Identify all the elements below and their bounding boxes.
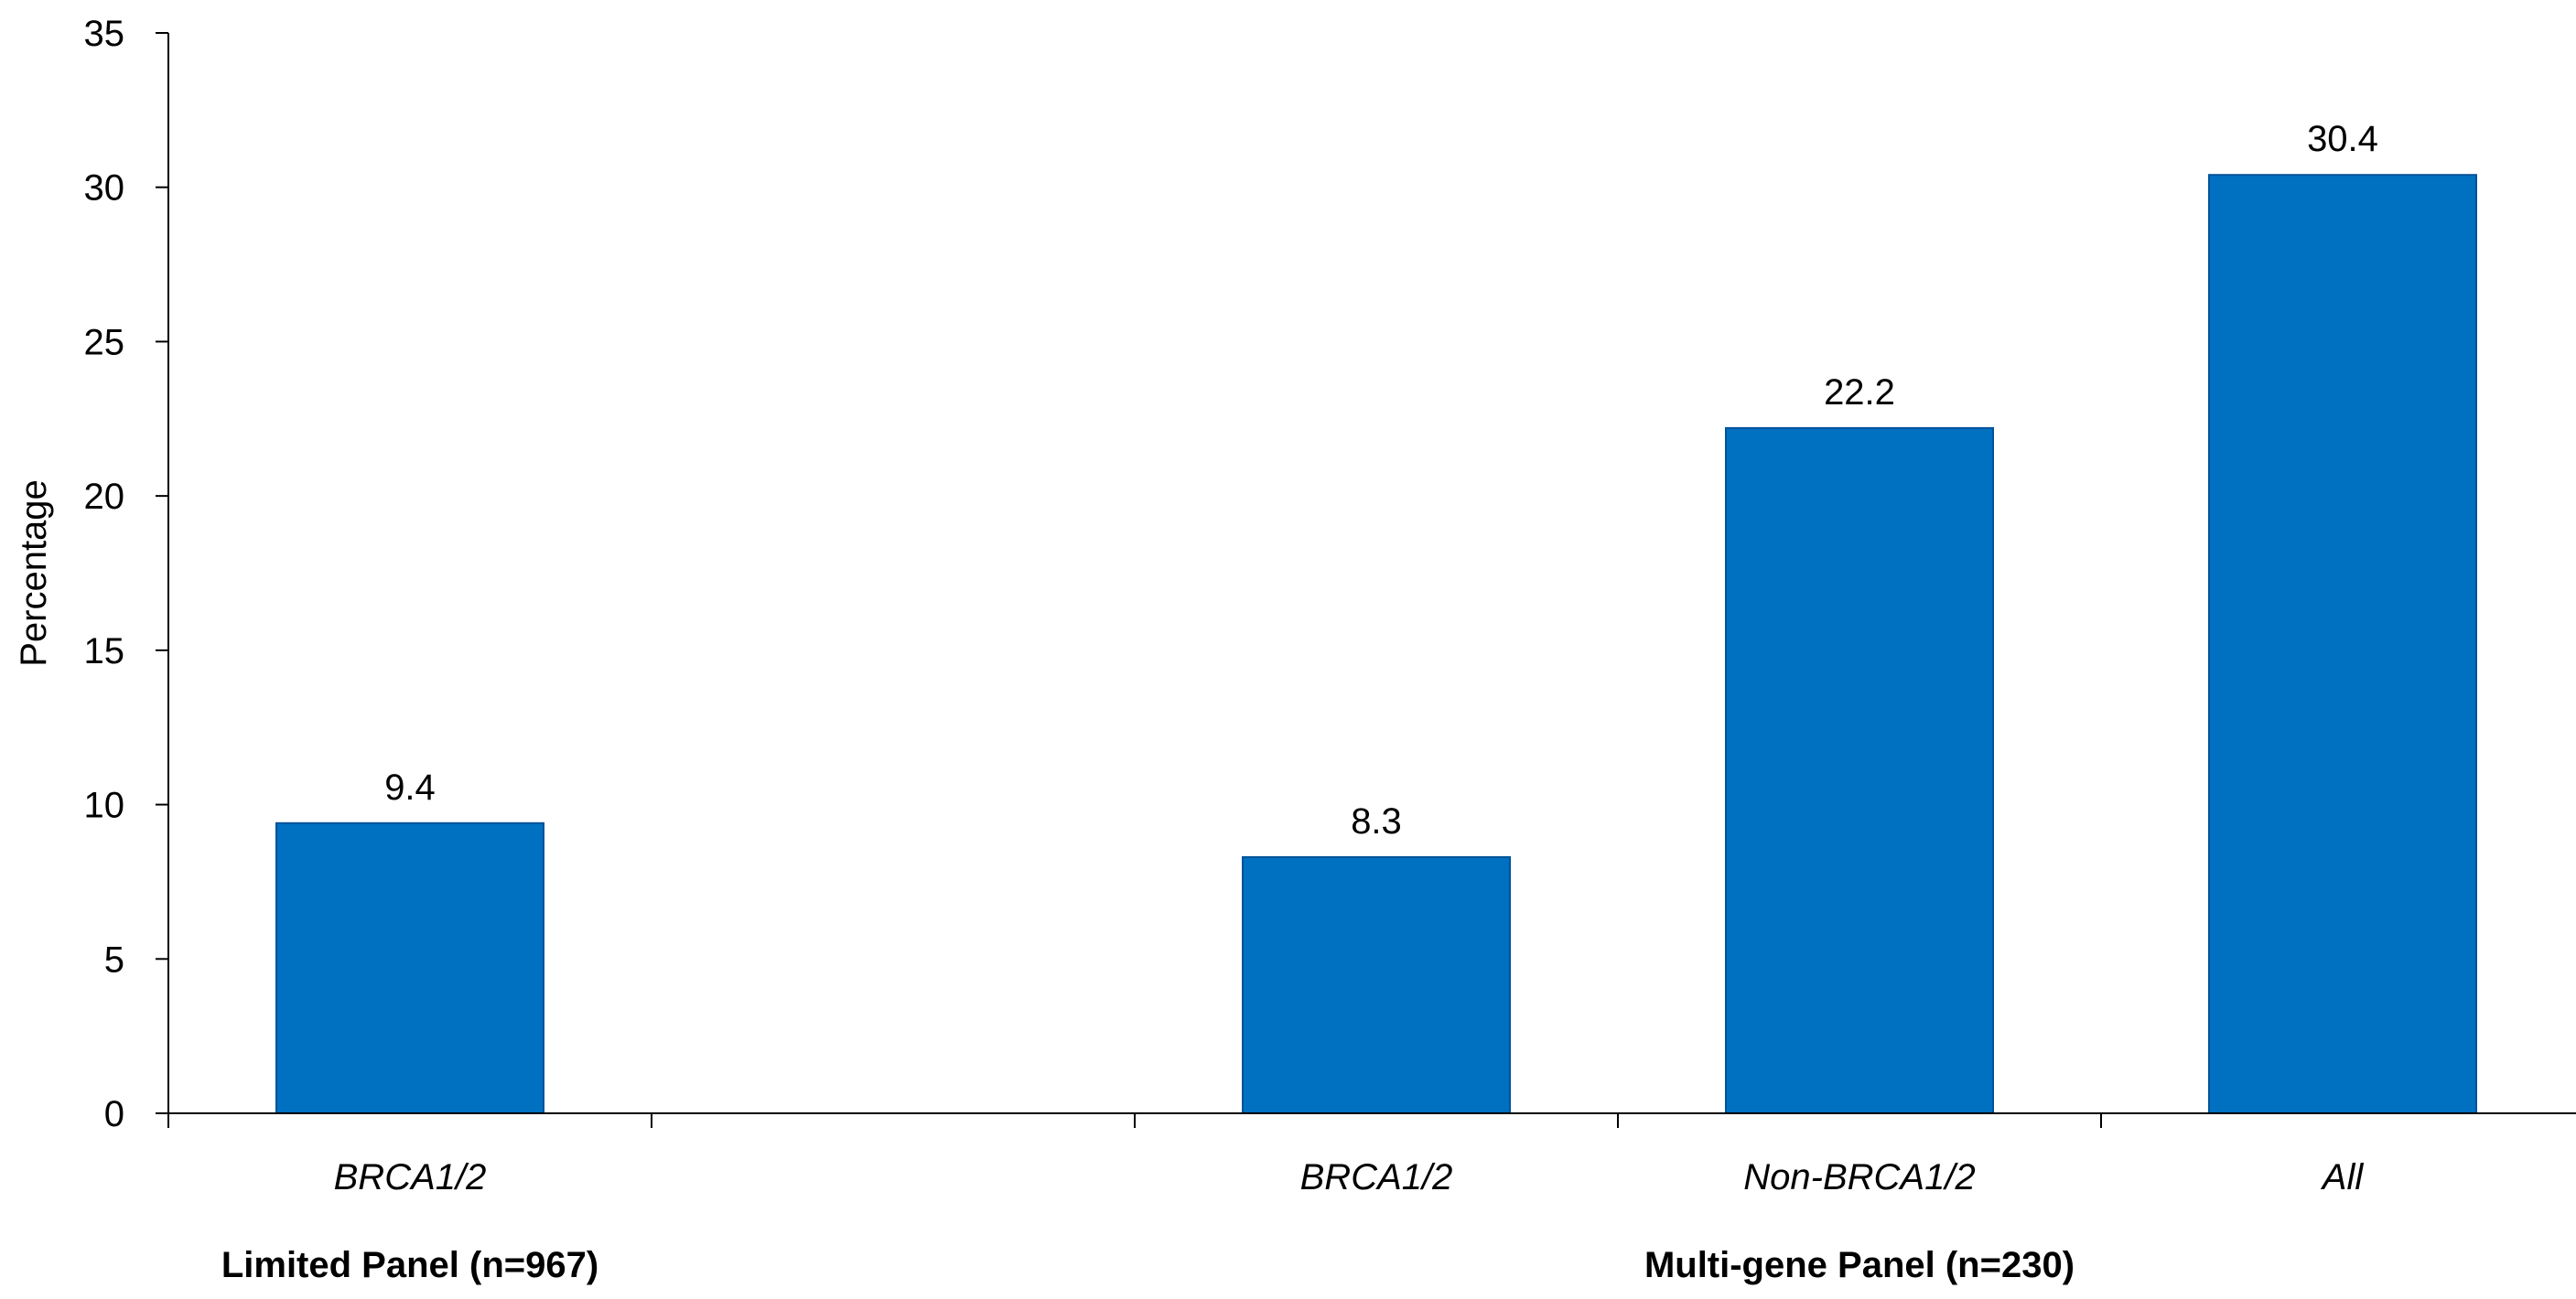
y-tick-label: 25 — [84, 322, 125, 362]
data-labels: 9.4 8.3 22.2 30.4 — [384, 119, 2378, 842]
y-axis-ticks: 0 5 10 15 20 25 30 35 — [84, 14, 168, 1134]
y-tick-label: 10 — [84, 786, 125, 826]
y-tick-label: 0 — [104, 1094, 124, 1134]
group-label: Limited Panel (n=967) — [221, 1245, 598, 1285]
data-label: 22.2 — [1824, 372, 1895, 413]
bar — [275, 821, 544, 1114]
group-labels: Limited Panel (n=967) Multi-gene Panel (n… — [221, 1245, 2075, 1285]
x-axis-ticks — [167, 1113, 2102, 1128]
category-label: Non-BRCA1/2 — [1743, 1157, 1975, 1197]
category-label: BRCA1/2 — [1300, 1157, 1453, 1197]
bars — [275, 174, 2477, 1114]
y-tick-label: 5 — [104, 939, 124, 980]
category-label: All — [2321, 1157, 2365, 1197]
y-tick-label: 15 — [84, 631, 125, 671]
data-label: 8.3 — [1351, 801, 1402, 842]
y-tick-label: 35 — [84, 14, 125, 54]
y-axis-label: Percentage — [14, 479, 54, 667]
bar — [1242, 855, 1511, 1114]
y-tick-label: 30 — [84, 168, 125, 209]
bar — [1725, 426, 1994, 1114]
bar — [2208, 174, 2477, 1114]
y-tick-label: 20 — [84, 477, 125, 517]
data-label: 30.4 — [2307, 119, 2378, 159]
group-label: Multi-gene Panel (n=230) — [1644, 1245, 2075, 1285]
category-label: BRCA1/2 — [334, 1157, 487, 1197]
data-label: 9.4 — [384, 768, 436, 808]
category-labels: BRCA1/2 BRCA1/2 Non-BRCA1/2 All — [334, 1157, 2365, 1197]
